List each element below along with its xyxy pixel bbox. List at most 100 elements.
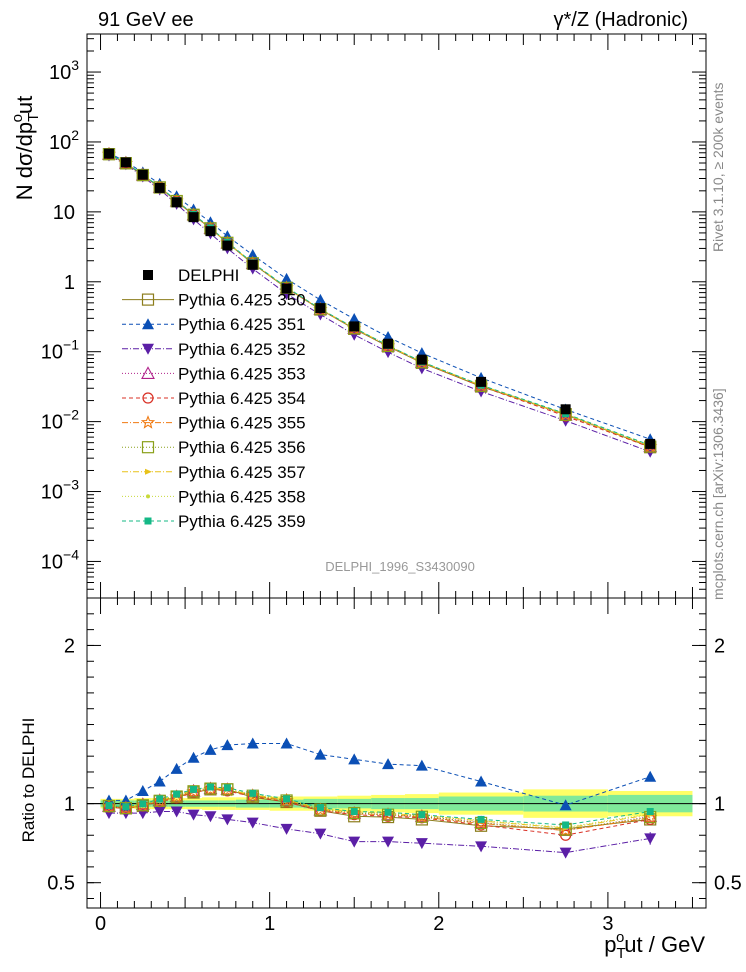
ratio-series-point [221, 783, 234, 796]
delphi-data-point [416, 354, 427, 365]
main-series-point [136, 168, 149, 182]
legend-label: Pythia 6.425 359 [178, 512, 306, 531]
ratio-series-point [280, 737, 293, 749]
delphi-data-point [188, 212, 199, 223]
legend-entry: Pythia 6.425 350 [122, 291, 306, 310]
ratio-series-point [139, 800, 147, 808]
y-tick-label: 10−4 [41, 546, 79, 573]
legend-label: Pythia 6.425 357 [178, 463, 306, 482]
main-series-point [348, 312, 361, 324]
legend-marker [141, 366, 155, 379]
ratio-series-point [249, 789, 257, 797]
ratio-series-point [122, 803, 130, 811]
ratio-series-point [135, 797, 150, 812]
ratio-series-point [246, 817, 259, 829]
ratio-series-point [473, 815, 489, 830]
header-right: γ*/Z (Hadronic) [554, 9, 688, 31]
legend-marker [145, 468, 152, 475]
series-markers [101, 146, 658, 859]
header-left: 91 GeV ee [98, 9, 194, 31]
ratio-series-point [280, 823, 293, 835]
analysis-watermark: DELPHI_1996_S3430090 [325, 559, 475, 574]
ratio-panel-frame [86, 597, 707, 909]
ratio-series-point [348, 753, 361, 765]
y-tick-label: 1 [64, 272, 75, 294]
ratio-series-point [136, 784, 149, 796]
ratio-y-tick-label-right: 2 [714, 635, 725, 657]
ratio-series-point [477, 815, 485, 823]
ratio-series-point [415, 838, 428, 850]
legend-marker [143, 270, 153, 280]
ratio-series-point [382, 758, 395, 770]
ratio-series-point [170, 806, 183, 818]
ratio-series-point [136, 799, 149, 812]
legend-marker [142, 343, 154, 355]
legend-label: Pythia 6.425 352 [178, 340, 306, 359]
ratio-series-point [646, 808, 654, 816]
ratio-series-point [347, 806, 362, 820]
ratio-series-point [246, 737, 259, 749]
ratio-series-point [280, 794, 293, 807]
ratio-series-point [279, 792, 294, 807]
ratio-series-line [109, 743, 651, 806]
ratio-series-point [101, 799, 117, 813]
delphi-data-point [315, 303, 326, 314]
ratio-series-point [221, 814, 234, 826]
ratio-y-axis-title: Ratio to DELPHI [19, 718, 38, 843]
legend-label: DELPHI [178, 266, 239, 285]
ratio-series-point [348, 836, 361, 848]
delphi-data-point [383, 338, 394, 349]
ratio-series-point [415, 759, 428, 771]
legend-entry: Pythia 6.425 353 [122, 364, 306, 383]
legend-entry: Pythia 6.425 358 [122, 487, 306, 506]
ratio-series-point [380, 807, 396, 821]
legend-entry: Pythia 6.425 355 [122, 414, 306, 433]
delphi-data-point [349, 321, 360, 332]
main-series-line [108, 155, 651, 453]
legend-entry: Pythia 6.425 356 [122, 438, 306, 457]
legend-label: Pythia 6.425 353 [178, 364, 306, 383]
legend-marker [140, 415, 156, 429]
ratio-series-point [102, 800, 116, 813]
x-tick-label: 1 [264, 913, 275, 935]
legend-marker [142, 318, 154, 330]
main-series-point [102, 148, 116, 161]
side-label-rivet: Rivet 3.1.10, ≥ 200k events [710, 82, 726, 252]
side-label-mcplots: mcplots.cern.ch [arXiv:1306.3436] [710, 388, 726, 600]
y-tick-label: 10−2 [41, 407, 79, 434]
legend-entry: Pythia 6.425 352 [122, 340, 306, 359]
ratio-y-tick-label: 2 [64, 635, 75, 657]
ratio-y-tick-label: 1 [64, 794, 75, 816]
delphi-data-point [120, 157, 131, 168]
ratio-series-point [190, 785, 198, 793]
delphi-data-point [247, 259, 258, 270]
y-tick-label: 102 [49, 127, 79, 154]
delphi-data-point [281, 283, 292, 294]
ratio-series-point [187, 785, 200, 798]
ratio-series-point [558, 823, 573, 837]
x-tick-label: 2 [433, 913, 444, 935]
legend-marker [142, 392, 154, 404]
ratio-series-point [559, 847, 572, 859]
x-axis-title: pTout / GeV [604, 929, 705, 962]
y-axis-title: N dσ/dpTout [9, 96, 42, 201]
delphi-data-point [103, 148, 114, 159]
legend-marker [141, 293, 155, 306]
ratio-series-point [153, 806, 166, 818]
ratio-series-point [283, 795, 291, 803]
delphi-data-point [476, 376, 487, 387]
y-tick-label: 10 [53, 202, 75, 224]
delphi-data-point [645, 438, 656, 449]
legend-label: Pythia 6.425 350 [178, 291, 306, 310]
ratio-series-point [316, 804, 324, 812]
x-tick-label: 0 [95, 913, 106, 935]
y-tick-label: 10−1 [41, 337, 79, 364]
delphi-data-point [205, 226, 216, 237]
ratio-series-point [382, 836, 395, 848]
ratio-series-point [562, 821, 570, 829]
ratio-series-point [221, 739, 234, 751]
legend-label: Pythia 6.425 356 [178, 438, 306, 457]
x-tick-label: 3 [602, 913, 613, 935]
legend-entry: Pythia 6.425 359 [122, 512, 306, 531]
ratio-series-point [203, 781, 218, 796]
